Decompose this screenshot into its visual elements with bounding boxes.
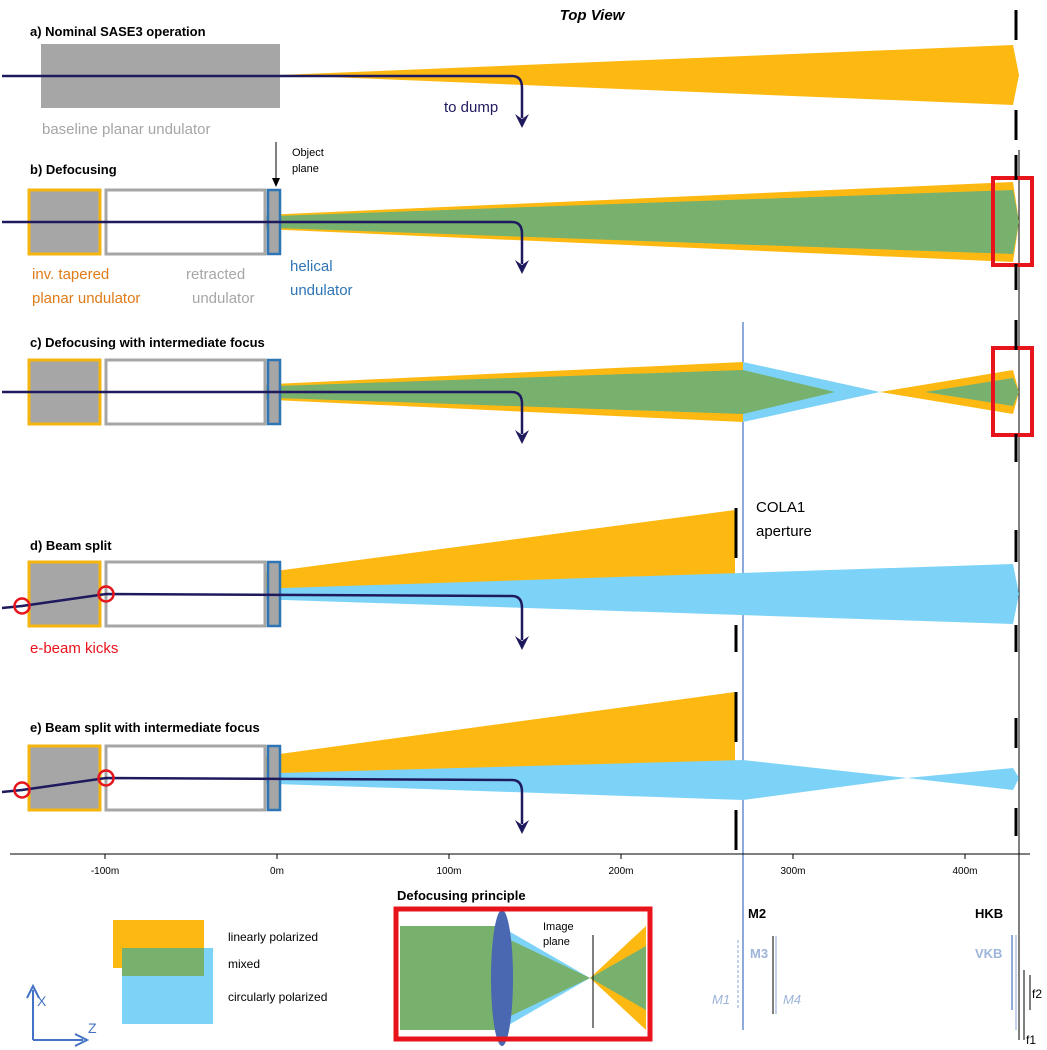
principle-title: Defocusing principle: [397, 888, 526, 903]
principle-converging-mixed: [500, 935, 590, 1021]
m1-label: M1: [712, 992, 730, 1007]
panel-d: d) Beam split COLA1 aperture e-beam kick…: [1, 499, 1019, 657]
f2-label: f2: [1032, 987, 1042, 1001]
dump-arrow-icon: [515, 820, 529, 834]
kick-marker-1: [13, 597, 31, 615]
x-arrowhead-icon: [26, 983, 40, 999]
linear-beam: [280, 45, 1019, 105]
axis-tick-label: 400m: [952, 866, 977, 877]
legend: linearly polarized mixed circularly pola…: [113, 920, 327, 1024]
coordinate-axes: X Z: [26, 983, 97, 1047]
kick-marker-2: [97, 769, 115, 787]
object-plane-label-2: plane: [292, 163, 319, 175]
electron-beam-path: [2, 220, 524, 264]
axis-tick-label: 200m: [608, 866, 633, 877]
panel-a-label: a) Nominal SASE3 operation: [30, 24, 206, 39]
distance-axis: -100m 0m 100m 200m 300m 400m: [10, 853, 1030, 877]
axis-ticks: -100m 0m 100m 200m 300m 400m: [91, 854, 978, 877]
legend-swatch-overlap: [204, 948, 213, 976]
legend-label-circular: circularly polarized: [228, 990, 327, 1004]
axis-tick-label: 300m: [780, 866, 805, 877]
hkb-label: HKB: [975, 906, 1003, 921]
kick-marker-2: [97, 585, 115, 603]
z-axis-label: Z: [88, 1020, 97, 1036]
panel-c-label: c) Defocusing with intermediate focus: [30, 335, 265, 350]
object-plane-label-1: Object: [292, 147, 324, 159]
kick-marker-1: [13, 781, 31, 799]
retracted-label-2: undulator: [192, 290, 255, 307]
helical-label-2: undulator: [290, 282, 353, 299]
tapered-undulator: [27, 560, 102, 628]
circular-beam: [743, 760, 907, 800]
m3-label: M3: [750, 946, 768, 961]
undulator-label: baseline planar undulator: [42, 121, 210, 138]
axis-tick-label: -100m: [91, 866, 119, 877]
m2-label: M2: [748, 906, 766, 921]
x-axis-label: X: [37, 993, 47, 1009]
mixed-beam: [743, 370, 835, 414]
object-plane-arrow-icon: [272, 178, 280, 187]
electron-beam-path: [2, 390, 524, 434]
principle-frame: [393, 906, 653, 1042]
mixed-beam: [925, 378, 1019, 406]
cola1-label-1: COLA1: [756, 499, 805, 516]
panel-a: a) Nominal SASE3 operation baseline plan…: [2, 10, 1019, 140]
panel-b: b) Defocusing Object plane inv. tapered …: [2, 142, 1034, 307]
panel-e: e) Beam split with intermediate focus: [1, 692, 1019, 850]
highlight-box: [991, 346, 1034, 437]
dump-arrow-icon: [515, 636, 529, 650]
panel-c: c) Defocusing with intermediate focus: [2, 320, 1034, 462]
f1-label: f1: [1026, 1033, 1036, 1047]
electron-beam-path: [2, 74, 524, 118]
dump-label: to dump: [444, 99, 498, 116]
retracted-label-1: retracted: [186, 266, 245, 283]
dump-arrow-icon: [515, 430, 529, 444]
principle-mixed-beam: [400, 926, 500, 1030]
vkb-label: VKB: [975, 946, 1002, 961]
dump-arrow-icon: [515, 260, 529, 274]
tapered-undulator: [27, 744, 102, 812]
axis-tick-label: 100m: [436, 866, 461, 877]
electron-beam-path: [1, 592, 524, 640]
z-arrowhead-icon: [74, 1033, 90, 1047]
cola1-label-2: aperture: [756, 523, 812, 540]
lens-icon: [491, 910, 513, 1046]
optics: M2 M3 M1 M4 HKB VKB f1 f2: [712, 906, 1042, 1047]
principle-diverging-mixed: [590, 946, 646, 1010]
circular-beam: [907, 768, 1019, 790]
tapered-label-2: planar undulator: [32, 290, 140, 307]
tapered-label-1: inv. tapered: [32, 266, 109, 283]
legend-swatch-circular: [122, 976, 213, 1024]
legend-label-linear: linearly polarized: [228, 930, 318, 944]
image-plane-label-2: plane: [543, 936, 570, 948]
panel-e-label: e) Beam split with intermediate focus: [30, 720, 260, 735]
legend-swatch-mixed: [122, 948, 204, 976]
circular-beam: [103, 564, 1019, 624]
mixed-beam: [103, 190, 1019, 254]
dump-arrow-icon: [515, 114, 529, 128]
legend-label-mixed: mixed: [228, 957, 260, 971]
axis-tick-label: 0m: [270, 866, 284, 877]
helical-label-1: helical: [290, 258, 333, 275]
panel-d-label: d) Beam split: [30, 538, 112, 553]
m4-label: M4: [783, 992, 801, 1007]
image-plane-label-1: Image: [543, 921, 574, 933]
electron-beam-path: [1, 776, 524, 824]
kicks-label: e-beam kicks: [30, 640, 118, 657]
defocusing-principle: Defocusing principle Image plane: [393, 888, 653, 1046]
highlight-box: [991, 176, 1034, 267]
figure-title: Top View: [560, 7, 626, 24]
panel-b-label: b) Defocusing: [30, 162, 117, 177]
